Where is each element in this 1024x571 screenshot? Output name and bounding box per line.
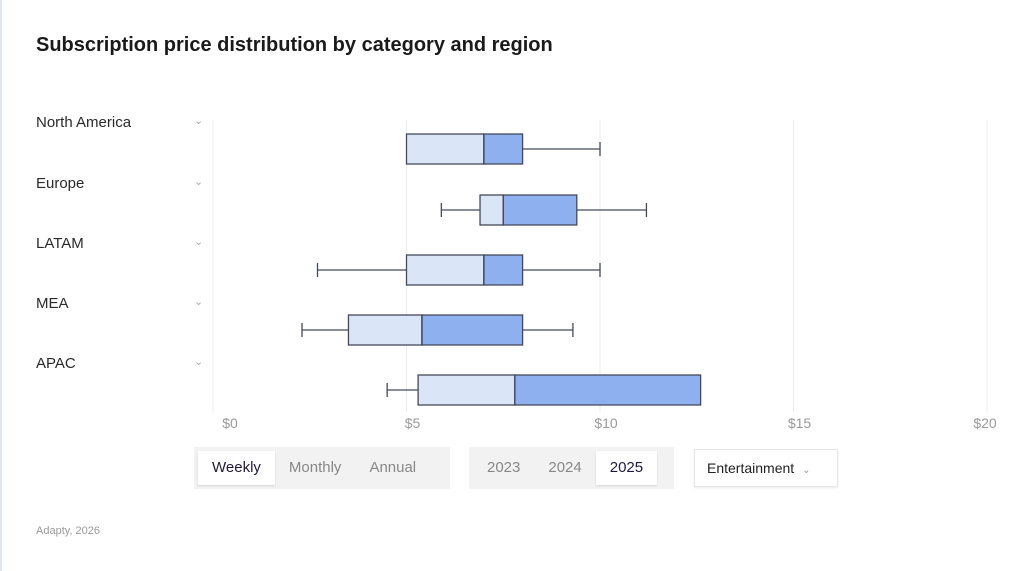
- year-tabs-option[interactable]: 2023: [487, 459, 521, 476]
- box-upper-quartile: [483, 133, 524, 165]
- region-row-toggle[interactable]: LATAM ⌄: [36, 235, 206, 252]
- box-upper-quartile: [421, 314, 524, 346]
- region-row-toggle[interactable]: MEA ⌄: [36, 295, 206, 312]
- x-tick-label: $5: [405, 415, 421, 431]
- x-tick-label: $0: [222, 415, 238, 431]
- region-label: APAC: [36, 355, 76, 372]
- category-select[interactable]: Entertainment ⌄: [694, 449, 838, 487]
- box-upper-quartile: [483, 254, 524, 286]
- period-tabs-option[interactable]: Monthly: [288, 459, 342, 476]
- page-title: Subscription price distribution by categ…: [36, 34, 553, 56]
- chevron-down-icon: ⌄: [194, 356, 204, 368]
- x-tick-label: $20: [973, 415, 997, 431]
- region-label: LATAM: [36, 235, 84, 252]
- period-toggle: Weekly Monthly Annual: [194, 447, 450, 489]
- region-label: MEA: [36, 295, 69, 312]
- region-label: Europe: [36, 175, 85, 192]
- year-tabs-option[interactable]: 2024: [548, 459, 582, 476]
- region-row-toggle[interactable]: APAC ⌄: [36, 355, 206, 372]
- box-lower-quartile: [347, 314, 423, 346]
- box-lower-quartile: [417, 374, 516, 406]
- page-left-border: [0, 0, 2, 571]
- region-row-toggle[interactable]: Europe ⌄: [36, 175, 206, 192]
- region-label: North America: [36, 114, 132, 131]
- box-lower-quartile: [479, 194, 504, 226]
- source-footer: Adapty, 2026: [36, 525, 101, 537]
- category-select-value: Entertainment: [707, 460, 795, 476]
- box-upper-quartile: [502, 194, 578, 226]
- x-tick-label: $10: [594, 415, 618, 431]
- year-toggle: 2023 2024 2025: [469, 447, 674, 489]
- period-tabs-option[interactable]: Annual: [369, 459, 417, 476]
- box-upper-quartile: [514, 374, 702, 406]
- boxplot-chart: $0 $5 $10 $15 $20: [212, 120, 997, 431]
- x-tick-label: $15: [788, 415, 812, 431]
- year-tabs-option[interactable]: 2025: [595, 451, 658, 485]
- chevron-down-icon: ⌄: [194, 115, 204, 127]
- region-row-toggle[interactable]: North America ⌄: [36, 114, 206, 131]
- chevron-down-icon: ⌄: [194, 176, 204, 188]
- box-lower-quartile: [405, 254, 485, 286]
- chevron-down-icon: ⌄: [802, 465, 811, 476]
- chevron-down-icon: ⌄: [194, 236, 204, 248]
- chevron-down-icon: ⌄: [194, 296, 204, 308]
- period-tabs-option[interactable]: Weekly: [198, 451, 275, 485]
- box-lower-quartile: [405, 133, 485, 165]
